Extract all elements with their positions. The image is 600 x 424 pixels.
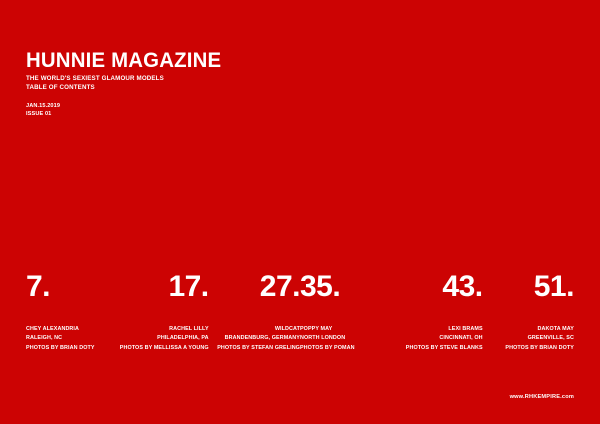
contents-entry[interactable]: 7. CHEY ALEXANDRIA RALEIGH, NC PHOTOS BY… — [26, 272, 117, 353]
entry-page-number: 35. — [299, 270, 341, 303]
entry-photo-credit: PHOTOS BY BRIAN DOTY — [505, 344, 574, 351]
entry-page-number: 7. — [26, 270, 51, 303]
entry-photo-credit: PHOTOS BY MELLISSA A YOUNG — [119, 344, 209, 351]
entry-model-name: RACHEL LILLY — [169, 326, 209, 332]
entry-location: GREENVILLE, SC — [527, 335, 574, 342]
entry-model-name: DAKOTA MAY — [537, 326, 574, 332]
table-of-contents: 7. CHEY ALEXANDRIA RALEIGH, NC PHOTOS BY… — [26, 272, 574, 353]
issue-number: ISSUE 01 — [26, 111, 52, 118]
entry-photo-credit: PHOTOS BY STEFAN GRELING — [217, 344, 300, 351]
tagline-line-2: TABLE OF CONTENTS — [26, 83, 95, 91]
entry-photo-credit: PHOTOS BY BRIAN DOTY — [26, 344, 95, 351]
entry-details: DAKOTA MAY GREENVILLE, SC PHOTOS BY BRIA… — [483, 325, 574, 353]
footer-website-url[interactable]: www.RHKEMPIRE.com — [509, 394, 574, 400]
entry-page-number: 51. — [533, 270, 575, 303]
entry-details: WILDCAT BRANDENBURG, GERMANY PHOTOS BY S… — [209, 325, 300, 353]
entry-model-name: CHEY ALEXANDRIA — [26, 326, 80, 332]
entry-location: NORTH LONDON — [299, 335, 346, 342]
page-title: HUNNIE MAGAZINE — [26, 49, 222, 72]
contents-entry[interactable]: 17. RACHEL LILLY PHILADELPHIA, PA PHOTOS… — [117, 270, 209, 353]
entry-details: RACHEL LILLY PHILADELPHIA, PA PHOTOS BY … — [117, 325, 209, 353]
contents-entry[interactable]: 43. LEXI BRAMS CINCINNATI, OH PHOTOS BY … — [391, 270, 483, 353]
entry-details: LEXI BRAMS CINCINNATI, OH PHOTOS BY STEV… — [391, 325, 483, 353]
entry-model-name: POPPY MAY — [299, 326, 333, 332]
entry-page-number: 27. — [259, 270, 301, 303]
entry-model-name: WILDCAT — [274, 326, 300, 332]
masthead: HUNNIE MAGAZINE THE WORLD'S SEXIEST GLAM… — [26, 50, 366, 119]
masthead-issue-info: JAN.15.2019 ISSUE 01 — [26, 102, 366, 119]
contents-entry[interactable]: 51. DAKOTA MAY GREENVILLE, SC PHOTOS BY … — [483, 272, 574, 353]
entry-location: PHILADELPHIA, PA — [157, 335, 209, 342]
entry-photo-credit: PHOTOS BY STEVE BLANKS — [405, 344, 483, 351]
entry-location: RALEIGH, NC — [26, 335, 63, 342]
issue-date: JAN.15.2019 — [26, 103, 61, 110]
entry-details: CHEY ALEXANDRIA RALEIGH, NC PHOTOS BY BR… — [26, 325, 117, 353]
contents-entry[interactable]: 27. WILDCAT BRANDENBURG, GERMANY PHOTOS … — [209, 272, 300, 353]
entry-photo-credit: PHOTOS BY POMAN — [299, 344, 355, 351]
entry-model-name: LEXI BRAMS — [448, 326, 483, 332]
tagline-line-1: THE WORLD'S SEXIEST GLAMOUR MODELS — [26, 75, 164, 82]
contents-entry[interactable]: 35. POPPY MAY NORTH LONDON PHOTOS BY POM… — [300, 272, 391, 353]
entry-page-number: 43. — [442, 270, 483, 303]
entry-details: POPPY MAY NORTH LONDON PHOTOS BY POMAN — [300, 325, 391, 353]
entry-page-number: 17. — [168, 270, 209, 303]
entry-location: CINCINNATI, OH — [439, 335, 483, 342]
entry-location: BRANDENBURG, GERMANY — [224, 335, 300, 342]
masthead-tagline: THE WORLD'S SEXIEST GLAMOUR MODELS TABLE… — [26, 75, 366, 92]
